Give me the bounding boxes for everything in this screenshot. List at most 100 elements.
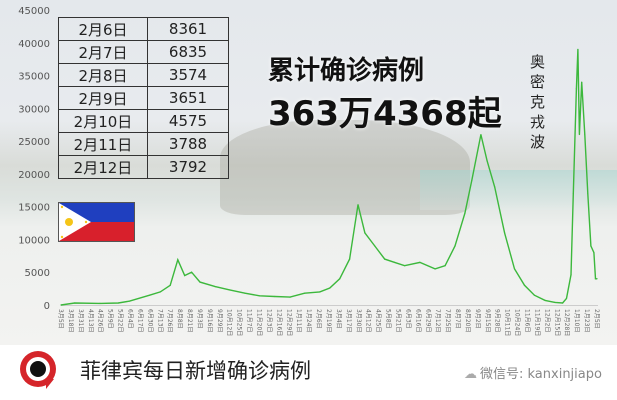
sea-background	[420, 170, 617, 210]
table-row: 2月9日 3651	[58, 86, 229, 110]
x-tick-label: 7月12日	[434, 309, 441, 332]
data-point	[177, 259, 179, 261]
star-icon	[60, 205, 64, 209]
x-tick-label: 12月15日	[553, 309, 560, 336]
data-point	[319, 291, 321, 293]
x-tick-label: 9月28日	[494, 309, 501, 332]
x-tick-label: 10月25日	[236, 309, 243, 336]
x-tick-label: 6月30日	[146, 309, 153, 332]
omicron-wave-annotation: 奥密克戎波	[530, 53, 546, 151]
date-cell: 2月11日	[58, 132, 148, 156]
data-point	[594, 278, 597, 280]
y-tick-label: 5000	[25, 268, 50, 279]
x-tick-label: 4月25日	[375, 309, 382, 332]
x-tick-label: 3月30日	[355, 309, 362, 332]
daily-cases-chart: 0 5000 10000 15000 20000 25000 30000 35000 40000…	[18, 6, 600, 336]
date-cell: 2月8日	[58, 63, 148, 87]
data-point	[364, 232, 366, 234]
cases-cell: 3792	[147, 155, 229, 179]
data-point	[593, 251, 595, 254]
x-tick-label: 10月11日	[504, 309, 511, 336]
x-tick-label: 7月25日	[444, 309, 451, 332]
data-point	[565, 297, 568, 300]
data-point	[554, 301, 556, 303]
x-tick-label: 6月16日	[414, 309, 421, 332]
x-tick-label: 6月29日	[424, 309, 431, 332]
wechat-icon: ☁	[464, 367, 477, 382]
data-point	[454, 245, 456, 247]
data-point	[60, 304, 62, 306]
data-point	[190, 271, 193, 273]
data-point	[570, 274, 572, 276]
x-tick-label: 12月28日	[563, 309, 570, 336]
flag-triangle	[59, 203, 91, 241]
data-point	[480, 133, 482, 136]
data-point	[384, 258, 386, 260]
y-axis: 0 5000 10000 15000 20000 25000 30000 35000 40000…	[18, 6, 50, 312]
x-tick-label: 8月21日	[186, 309, 193, 332]
table-row: 2月7日 6835	[58, 40, 229, 64]
x-tick-label: 11月6日	[524, 309, 531, 332]
x-tick-label: 12月3日	[265, 309, 272, 332]
x-tick-label: 2月19日	[325, 309, 332, 332]
x-tick-label: 5月8日	[385, 309, 392, 329]
table-row: 2月10日 4575	[58, 109, 229, 133]
x-tick-label: 5月22日	[117, 309, 124, 332]
data-point	[494, 186, 496, 188]
data-point	[339, 278, 341, 280]
star-icon	[84, 220, 88, 224]
data-point	[349, 258, 351, 260]
cases-cell: 3651	[147, 86, 229, 110]
x-tick-label: 9月3日	[196, 309, 203, 329]
date-cell: 2月10日	[58, 109, 148, 133]
date-cell: 2月12日	[58, 155, 148, 179]
star-icon	[60, 235, 64, 239]
data-point	[199, 281, 201, 283]
data-point	[229, 289, 231, 291]
x-tick-label: 12月29日	[285, 309, 292, 336]
cases-cell: 3788	[147, 132, 229, 156]
x-tick-label: 2月5日	[593, 309, 600, 329]
data-point	[464, 212, 466, 214]
x-tick-label: 1月11日	[295, 309, 302, 332]
x-tick-label: 8月8日	[176, 309, 183, 329]
x-tick-label: 11月19日	[533, 309, 540, 336]
y-tick-label: 15000	[18, 203, 50, 214]
data-point	[214, 286, 216, 288]
date-cell: 2月7日	[58, 40, 148, 64]
x-tick-label: 1月24日	[305, 309, 312, 332]
y-tick-label: 20000	[18, 170, 50, 181]
x-tick-label: 1月10日	[573, 309, 580, 332]
x-tick-label: 6月3日	[404, 309, 411, 329]
x-tick-label: 6月4日	[126, 309, 133, 329]
date-cell: 2月9日	[58, 86, 148, 110]
x-tick-label: 11月20日	[256, 309, 263, 336]
philippines-flag	[58, 202, 135, 242]
x-axis: 3月5日 3月18日 3月31日 4月13日 4月26日 5月9日 5月22日 6月4日 6月1…	[57, 309, 600, 336]
data-point	[419, 261, 421, 263]
data-point	[184, 274, 186, 277]
data-point	[544, 299, 546, 302]
data-point	[374, 245, 376, 247]
data-point	[471, 179, 473, 182]
data-point	[578, 133, 581, 136]
data-point	[523, 284, 526, 286]
x-tick-label: 11月7日	[246, 309, 253, 332]
x-tick-label: 4月13日	[87, 309, 94, 332]
data-point	[274, 295, 276, 298]
data-point	[513, 268, 516, 270]
data-point	[590, 245, 592, 247]
sun-icon	[65, 218, 73, 226]
x-tick-label: 9月15日	[484, 309, 491, 332]
x-tick-label: 9月16日	[206, 309, 213, 332]
data-point	[394, 261, 396, 263]
date-cell: 2月6日	[58, 17, 148, 41]
daily-cases-line	[60, 49, 597, 306]
x-tick-label: 6月17日	[136, 309, 143, 332]
data-point	[533, 294, 535, 296]
data-point	[562, 302, 564, 304]
y-tick-label: 10000	[18, 235, 50, 246]
data-point	[434, 268, 436, 270]
x-tick-label: 3月5日	[57, 309, 64, 329]
data-point	[244, 292, 246, 294]
